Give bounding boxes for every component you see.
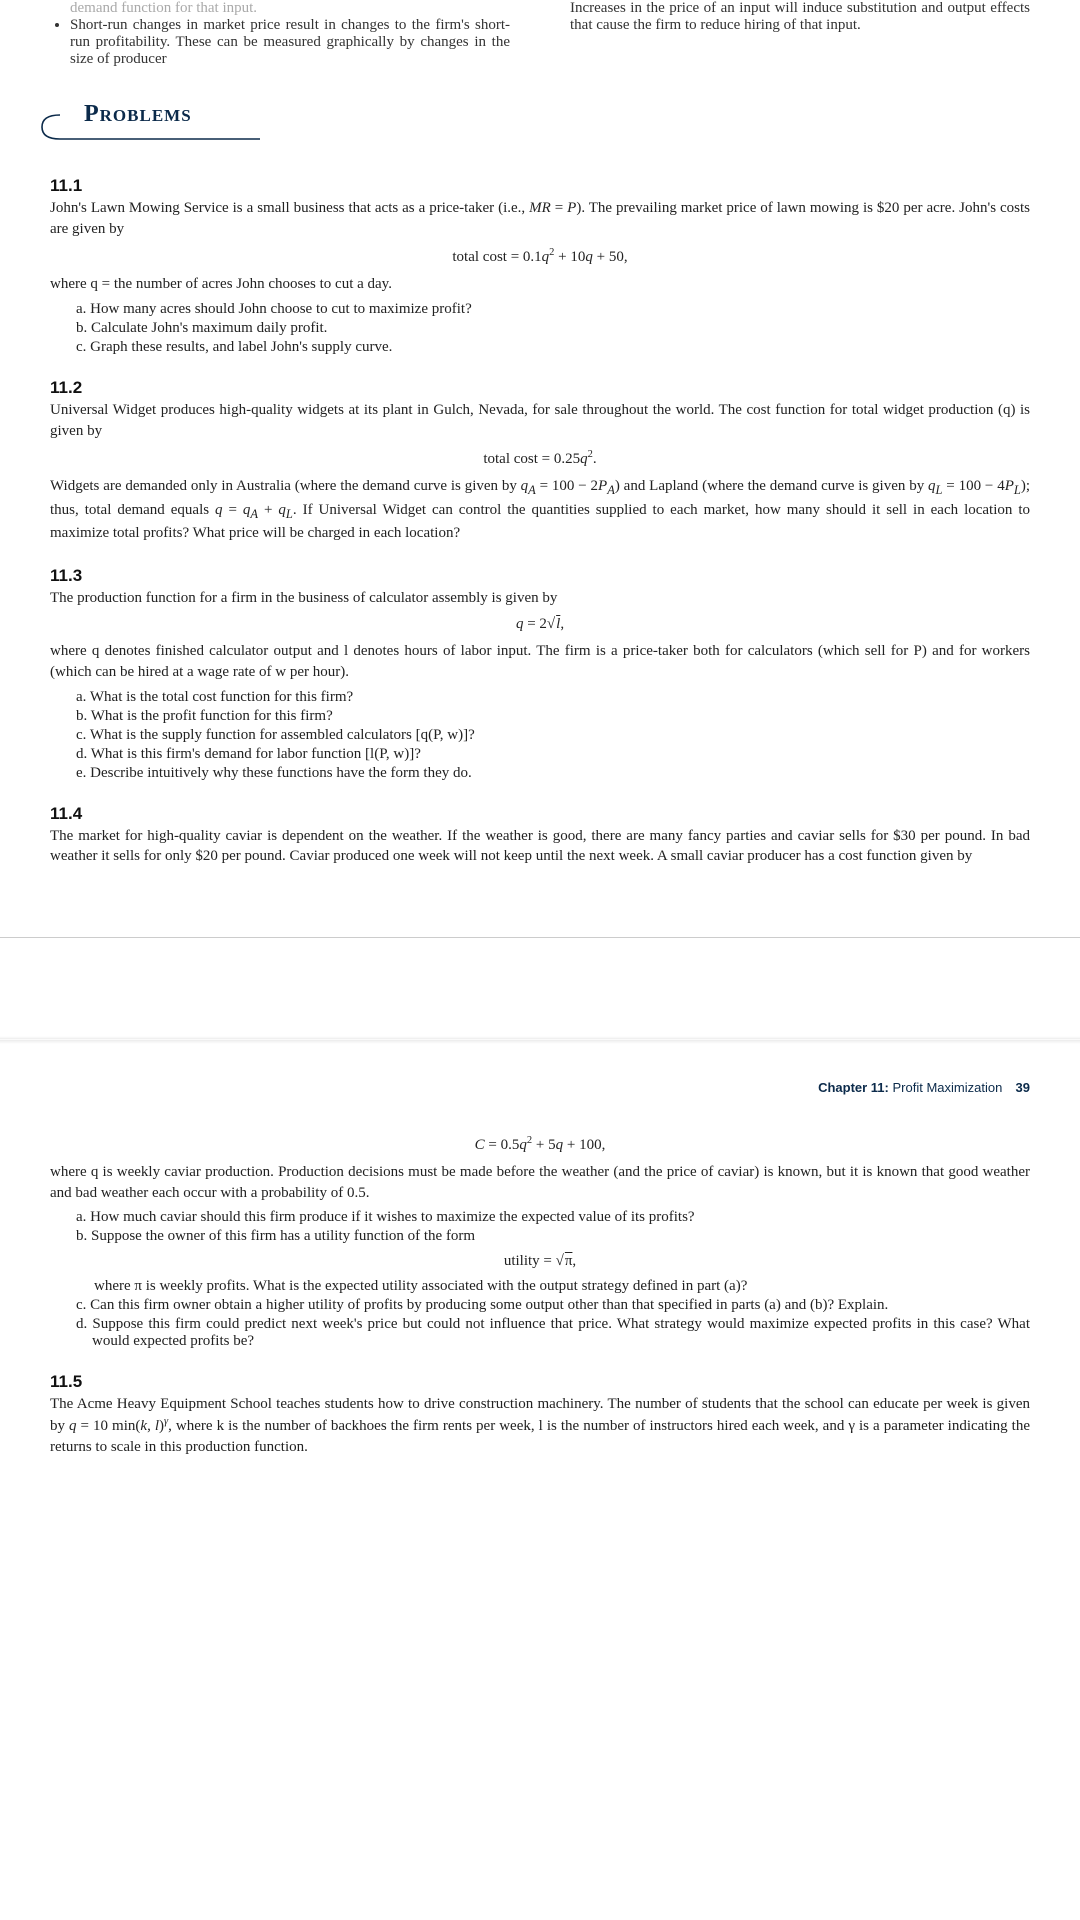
subpart: d. Suppose this firm could predict next … — [76, 1316, 1030, 1350]
subpart: b. Suppose the owner of this firm has a … — [76, 1228, 1030, 1245]
summary-bullet-left: Short-run changes in market price result… — [70, 17, 510, 68]
summary-para-right: Increases in the price of an input will … — [570, 0, 1030, 34]
problems-heading: Problems — [84, 101, 1030, 128]
problem-number: 11.1 — [50, 176, 1030, 196]
subpart: b. Calculate John's maximum daily profit… — [76, 320, 1030, 337]
problem-11-2-body: Widgets are demanded only in Australia (… — [50, 476, 1030, 543]
subpart: c. Can this firm owner obtain a higher u… — [76, 1297, 1030, 1314]
subpart: c. Graph these results, and label John's… — [76, 339, 1030, 356]
problems-heading-block: Problems — [50, 113, 1030, 154]
problem-11-5-body: The Acme Heavy Equipment School teaches … — [50, 1394, 1030, 1457]
equation: q = 2√l, — [50, 616, 1030, 633]
subpart: a. How much caviar should this firm prod… — [76, 1209, 1030, 1226]
faded-prev-text: demand function for that input. — [50, 0, 510, 17]
running-head: Chapter 11: Profit Maximization 39 — [50, 1080, 1030, 1095]
subpart: b. What is the profit function for this … — [76, 708, 1030, 725]
subpart: c. What is the supply function for assem… — [76, 727, 1030, 744]
problem-number: 11.3 — [50, 566, 1030, 586]
problem-number: 11.2 — [50, 378, 1030, 398]
subpart: a. What is the total cost function for t… — [76, 689, 1030, 706]
equation: total cost = 0.25q2. — [50, 449, 1030, 468]
problem-where: where q = the number of acres John choos… — [50, 274, 1030, 295]
problem-11-4-cont: where q is weekly caviar production. Pro… — [50, 1162, 1030, 1203]
problem-11-2-intro: Universal Widget produces high-quality w… — [50, 400, 1030, 441]
subpart-cont: where π is weekly profits. What is the e… — [94, 1278, 1030, 1295]
subpart: d. What is this firm's demand for labor … — [76, 746, 1030, 763]
page-break — [0, 937, 1080, 1040]
equation: total cost = 0.1q2 + 10q + 50, — [50, 247, 1030, 266]
equation: C = 0.5q2 + 5q + 100, — [50, 1135, 1030, 1154]
problem-number: 11.5 — [50, 1372, 1030, 1392]
problem-11-1-body: John's Lawn Mowing Service is a small bu… — [50, 198, 1030, 239]
problem-11-4-intro: The market for high-quality caviar is de… — [50, 826, 1030, 867]
problem-11-3-intro: The production function for a firm in th… — [50, 588, 1030, 609]
summary-columns: demand function for that input. Short-ru… — [50, 0, 1030, 83]
problem-number: 11.4 — [50, 804, 1030, 824]
equation: utility = √π, — [50, 1253, 1030, 1270]
subpart: a. How many acres should John choose to … — [76, 301, 1030, 318]
subpart: e. Describe intuitively why these functi… — [76, 765, 1030, 782]
problem-11-3-para: where q denotes finished calculator outp… — [50, 641, 1030, 682]
